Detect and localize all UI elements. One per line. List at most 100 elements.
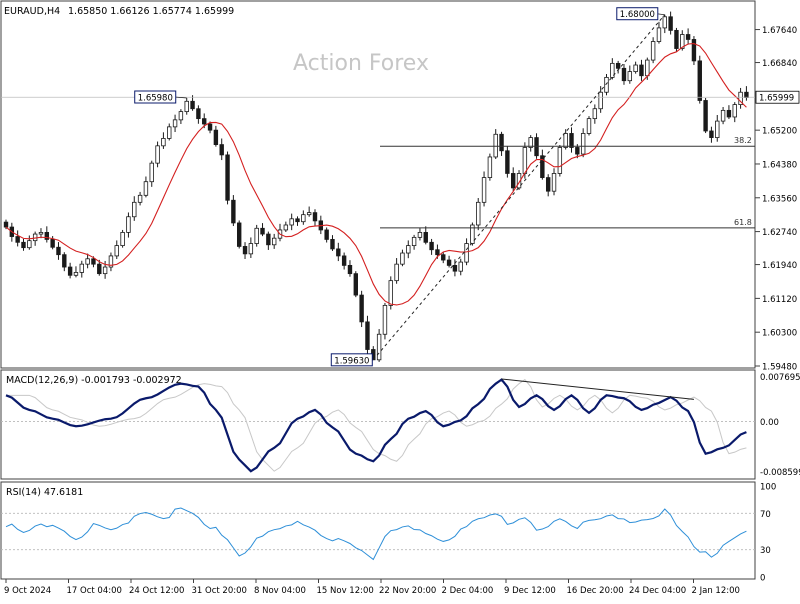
rsi-tick-label: 0 <box>760 574 765 584</box>
time-tick-label: 8 Nov 04:00 <box>254 586 306 596</box>
swing-label-text: 1.59630 <box>334 356 369 366</box>
candle-body <box>715 120 720 138</box>
candle-body <box>21 241 26 249</box>
candle-body <box>557 147 563 174</box>
candle-body <box>38 232 44 235</box>
moving-average-line <box>5 43 747 306</box>
candle-body <box>126 216 131 233</box>
candle-body <box>452 264 458 272</box>
candle-body <box>161 138 166 147</box>
rsi-tick-label: 100 <box>760 483 776 493</box>
candle-body <box>464 243 469 263</box>
candle-body <box>376 333 382 361</box>
candle-body <box>411 236 417 247</box>
candle-body <box>610 62 615 78</box>
macd-tick-label: 0.007695 <box>760 373 800 383</box>
candle-body <box>540 155 545 178</box>
time-tick-label: 16 Dec 20:00 <box>567 586 624 596</box>
candle-body <box>271 237 277 246</box>
candle-body <box>347 264 353 275</box>
candle-body <box>178 111 184 121</box>
candle-body <box>685 34 691 40</box>
candle-body <box>27 240 32 249</box>
candle-body <box>545 177 551 192</box>
price-tick-label: 1.63560 <box>762 194 797 204</box>
candle-body <box>703 100 708 132</box>
candle-body <box>720 109 726 122</box>
candle-body <box>388 280 393 306</box>
candle-body <box>225 154 230 201</box>
rsi-label: RSI(14) 47.6181 <box>6 487 83 498</box>
candle-body <box>406 245 411 254</box>
candle-body <box>441 254 446 261</box>
price-tick-label: 1.65200 <box>762 127 797 137</box>
candle-body <box>417 232 423 238</box>
time-tick-label: 24 Oct 12:00 <box>129 586 184 596</box>
swing-label-box <box>330 353 373 367</box>
price-tick-label: 1.59480 <box>762 363 797 373</box>
candle-body <box>260 227 265 235</box>
candle-body <box>528 137 533 148</box>
rsi-tick-label: 70 <box>760 510 771 520</box>
symbol-label: EURAUD,H4 <box>4 6 60 17</box>
swing-label-box <box>616 7 659 21</box>
macd-label: MACD(12,26,9) -0.001793 -0.002972 <box>6 375 182 386</box>
macd-signal-line <box>6 378 747 472</box>
candle-body <box>394 263 399 282</box>
candle-body <box>470 224 475 244</box>
candle-body <box>202 118 207 125</box>
candle-body <box>598 91 603 110</box>
price-tick-label: 1.62740 <box>762 228 797 238</box>
candle-body <box>295 218 300 223</box>
time-tick-label: 2 Dec 04:00 <box>442 586 494 596</box>
candle-body <box>219 144 224 156</box>
candle-body <box>242 246 248 255</box>
swing-label-text: 1.68000 <box>620 10 655 20</box>
candle-body <box>709 130 714 138</box>
time-tick-label: 17 Oct 04:00 <box>67 586 122 596</box>
candle-body <box>330 239 335 250</box>
candle-body <box>516 173 522 189</box>
candle-body <box>312 212 318 222</box>
macd-tick-label: -0.008599 <box>760 468 800 478</box>
candle-body <box>324 229 329 240</box>
rsi-tick-label: 30 <box>760 546 771 556</box>
candle-body <box>592 108 598 120</box>
candle-body <box>97 263 102 275</box>
swing-label-leader <box>174 96 187 99</box>
candle-body <box>744 91 749 98</box>
candle-body <box>382 304 388 335</box>
candle-body <box>190 100 195 110</box>
swing-label-text: 1.65980 <box>138 94 173 104</box>
time-tick-label: 24 Dec 04:00 <box>629 586 686 596</box>
candle-body <box>499 133 504 152</box>
candle-body <box>62 254 67 268</box>
candle-body <box>108 255 114 268</box>
price-tick-label: 1.61120 <box>762 295 797 305</box>
candle-body <box>487 156 493 178</box>
macd-tick-label: 0.00 <box>760 418 779 428</box>
fib-level-label: 61.8 <box>734 218 752 227</box>
time-tick-label: 2 Jan 12:00 <box>692 586 740 596</box>
candle-body <box>231 199 236 224</box>
candle-body <box>15 236 20 243</box>
price-panel <box>0 0 756 369</box>
time-tick-label: 9 Dec 12:00 <box>504 586 556 596</box>
candle-body <box>662 16 667 29</box>
candle-body <box>248 243 254 255</box>
price-tick-label: 1.67640 <box>762 26 797 36</box>
candle-body <box>213 129 219 145</box>
candle-body <box>446 259 452 266</box>
macd-divergence-line <box>501 378 694 400</box>
price-tick-label: 1.64380 <box>762 160 797 170</box>
candle-body <box>301 214 306 223</box>
price-series: 1.65999 38.2 61.8 1.65980 1.59630 1.68000 <box>1 7 800 367</box>
rsi-series: 100 70 30 0 <box>1 483 776 584</box>
time-axis: 9 Oct 2024 17 Oct 04:00 24 Oct 12:00 31 Oct… <box>4 579 740 596</box>
candle-body <box>149 162 154 183</box>
candle-body <box>668 16 673 31</box>
candle-body <box>283 224 289 231</box>
